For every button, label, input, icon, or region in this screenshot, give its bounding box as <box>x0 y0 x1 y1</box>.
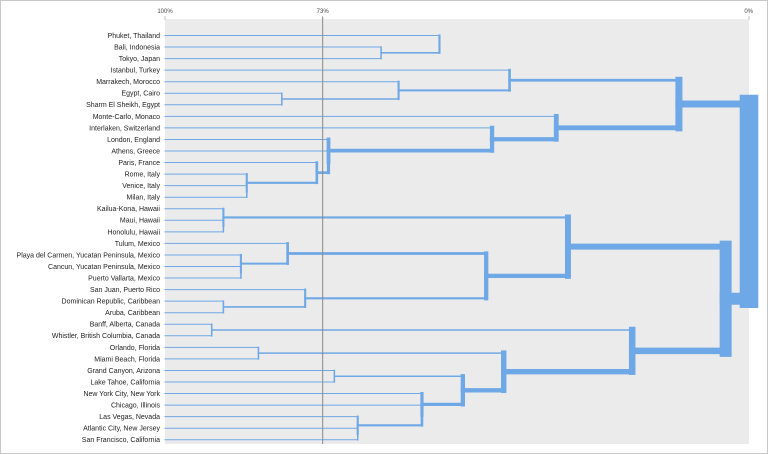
x-axis: 100% 73% 0% <box>157 9 754 21</box>
leaf-label: Maui, Hawaii <box>120 218 161 225</box>
leaf-label: Monte-Carlo, Monaco <box>93 114 160 121</box>
leaf-label: San Juan, Puerto Rico <box>90 287 160 294</box>
leaf-label: Aruba, Caribbean <box>105 310 160 317</box>
leaf-label: Sharm El Sheikh, Egypt <box>86 102 160 109</box>
leaf-label: Milan, Italy <box>127 195 161 202</box>
leaf-label: Paris, France <box>118 160 160 167</box>
leaf-label: Venice, Italy <box>122 183 160 190</box>
leaf-label: Phuket, Thailand <box>108 33 161 40</box>
leaf-label: New York City, New York <box>83 391 160 398</box>
leaf-label: Whistler, British Columbia, Canada <box>52 333 160 340</box>
leaf-label: Istanbul, Turkey <box>111 68 161 75</box>
leaf-label: Bali, Indonesia <box>114 44 160 51</box>
leaf-label: Athens, Greece <box>111 148 160 155</box>
leaf-label: Rome, Italy <box>125 172 161 179</box>
leaf-label: Tulum, Mexico <box>115 241 160 248</box>
leaf-label: Puerto Vallarta, Mexico <box>88 275 160 282</box>
plot-background <box>165 20 749 444</box>
leaf-label: Tokyo, Japan <box>119 56 160 63</box>
leaf-label: Lake Tahoe, California <box>90 379 160 386</box>
leaf-label: Egypt, Cairo <box>121 91 160 98</box>
leaf-label: Kailua-Kona, Hawaii <box>97 206 160 213</box>
leaf-label: Grand Canyon, Arizona <box>87 368 160 375</box>
leaf-label: Las Vegas, Nevada <box>99 414 160 421</box>
leaf-labels: Phuket, Thailand Bali, Indonesia Tokyo, Ja… <box>17 33 161 444</box>
leaf-label: Honolulu, Hawaii <box>107 229 160 236</box>
leaf-label: Chicago, Illinois <box>111 403 161 410</box>
dendrogram-links <box>164 34 759 441</box>
leaf-label: Atlantic City, New Jersey <box>83 426 160 433</box>
leaf-label: Marrakech, Morocco <box>96 79 160 86</box>
leaf-label: Dominican Republic, Caribbean <box>62 299 161 306</box>
leaf-label: Miami Beach, Florida <box>94 356 160 363</box>
leaf-label: Orlando, Florida <box>110 345 160 352</box>
leaf-label: London, England <box>107 137 160 144</box>
leaf-label: Playa del Carmen, Yucatan Peninsula, Mex… <box>17 252 161 259</box>
leaf-label: Interlaken, Switzerland <box>89 125 160 132</box>
leaf-label: Cancun, Yucatan Peninsula, Mexico <box>48 264 160 271</box>
leaf-label: San Francisco, California <box>82 437 160 444</box>
x-tick-label: 0% <box>744 9 753 15</box>
x-tick-label: 100% <box>157 9 173 15</box>
leaf-label: Banff, Alberta, Canada <box>90 322 160 329</box>
x-tick-label: 73% <box>317 9 330 15</box>
